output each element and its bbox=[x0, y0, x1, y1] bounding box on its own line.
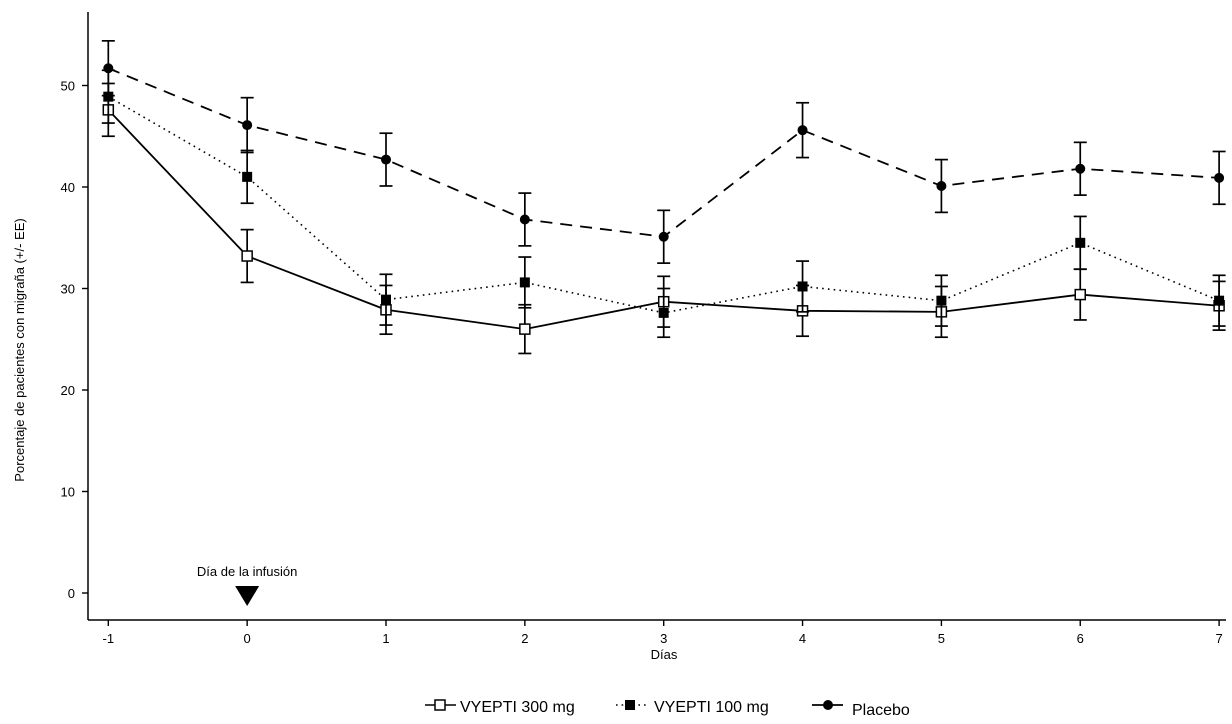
y-tick-label: 30 bbox=[61, 282, 75, 297]
x-tick-label: 5 bbox=[938, 631, 945, 646]
legend-label-placebo: Placebo bbox=[852, 702, 910, 719]
data-point-vyepti-100-mg bbox=[798, 281, 808, 291]
x-tick-label: 2 bbox=[521, 631, 528, 646]
data-point-vyepti-100-mg bbox=[520, 277, 530, 287]
y-tick-label: 40 bbox=[61, 180, 75, 195]
legend-label-vyepti-300mg: VYEPTI 300 mg bbox=[460, 699, 575, 716]
legend-item-vyepti-300mg: VYEPTI 300 mg bbox=[425, 699, 575, 716]
data-point-placebo bbox=[381, 155, 391, 165]
legend-marker-placebo bbox=[823, 700, 833, 710]
data-point-placebo bbox=[520, 214, 530, 224]
data-point-placebo bbox=[798, 125, 808, 135]
x-tick-label: 3 bbox=[660, 631, 667, 646]
y-tick-label: 10 bbox=[61, 485, 75, 500]
legend-marker-vyepti-300mg bbox=[435, 700, 445, 710]
x-axis-label: Días bbox=[651, 647, 678, 662]
data-point-placebo bbox=[659, 232, 669, 242]
x-tick-label: 4 bbox=[799, 631, 806, 646]
data-point-vyepti-100-mg bbox=[1075, 238, 1085, 248]
data-point-vyepti-100-mg bbox=[381, 295, 391, 305]
y-ticks: 0 10 20 30 40 50 bbox=[61, 79, 88, 602]
data-point-placebo bbox=[242, 120, 252, 130]
y-tick-label: 0 bbox=[68, 586, 75, 601]
legend-item-vyepti-100mg: VYEPTI 100 mg bbox=[616, 699, 769, 716]
data-point-vyepti-300-mg bbox=[1075, 290, 1085, 300]
data-point-vyepti-100-mg bbox=[936, 296, 946, 306]
y-axis-label: Porcentaje de pacientes con migraña (+/-… bbox=[12, 218, 27, 481]
y-tick-label: 50 bbox=[61, 79, 75, 94]
plot-layer: Día de la infusión bbox=[102, 41, 1226, 606]
axes-layer: 0 10 20 30 40 50 -1 0 1 2 3 4 5 6 7 Días Porcentaje d… bbox=[12, 12, 1226, 662]
data-point-placebo bbox=[936, 181, 946, 191]
infusion-marker-icon bbox=[235, 586, 259, 606]
data-point-vyepti-100-mg bbox=[242, 172, 252, 182]
data-point-vyepti-300-mg bbox=[520, 324, 530, 334]
x-tick-label: 1 bbox=[382, 631, 389, 646]
x-tick-label: -1 bbox=[103, 631, 115, 646]
legend-marker-vyepti-100mg bbox=[625, 700, 635, 710]
data-point-placebo bbox=[1075, 164, 1085, 174]
data-point-vyepti-300-mg bbox=[242, 251, 252, 261]
legend-label-vyepti-100mg: VYEPTI 100 mg bbox=[654, 699, 769, 716]
data-point-vyepti-100-mg bbox=[1214, 296, 1224, 306]
x-tick-label: 0 bbox=[244, 631, 251, 646]
y-tick-label: 20 bbox=[61, 383, 75, 398]
legend-item-placebo: Placebo bbox=[812, 700, 910, 719]
legend: VYEPTI 300 mg VYEPTI 100 mg Placebo bbox=[425, 699, 910, 719]
infusion-annotation-label: Día de la infusión bbox=[197, 564, 297, 579]
data-point-placebo bbox=[103, 63, 113, 73]
data-point-placebo bbox=[1214, 173, 1224, 183]
x-tick-label: 7 bbox=[1215, 631, 1222, 646]
x-tick-label: 6 bbox=[1077, 631, 1084, 646]
data-point-vyepti-100-mg bbox=[659, 308, 669, 318]
x-ticks: -1 0 1 2 3 4 5 6 7 bbox=[103, 620, 1223, 646]
